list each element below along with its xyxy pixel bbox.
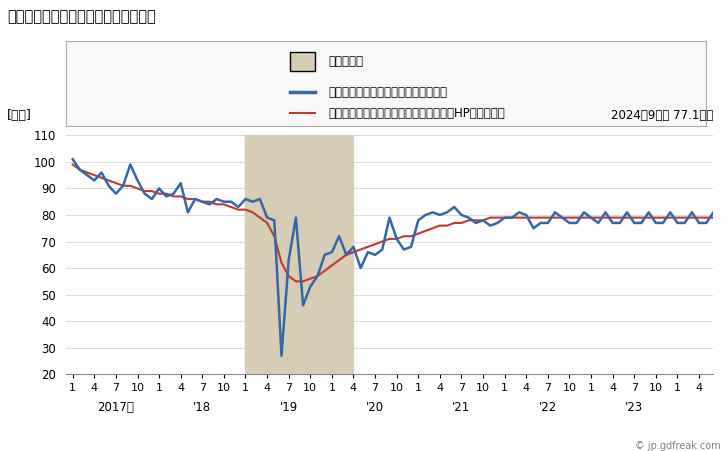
Text: '19: '19 [280,401,298,414]
Text: '22: '22 [539,401,557,414]
Text: [時間]: [時間] [7,109,32,122]
Text: 2017年: 2017年 [98,401,135,414]
Text: '20: '20 [366,401,384,414]
Text: 2024年9月： 77.1時間: 2024年9月： 77.1時間 [611,109,713,122]
Text: パートタイム労働者の所定内労働時間（HPフィルタ）: パートタイム労働者の所定内労働時間（HPフィルタ） [328,107,505,120]
Text: パートタイム労働者の所定内労働時間: パートタイム労働者の所定内労働時間 [328,86,447,98]
Text: © jp.gdfreak.com: © jp.gdfreak.com [635,441,721,451]
Text: '21: '21 [452,401,470,414]
Text: '18: '18 [193,401,211,414]
Text: パートタイム労働者の所定内労働時間: パートタイム労働者の所定内労働時間 [7,9,156,24]
Text: 景気後退期: 景気後退期 [328,55,363,68]
Bar [245,135,354,374]
Text: '23: '23 [625,401,644,414]
FancyBboxPatch shape [290,52,315,70]
